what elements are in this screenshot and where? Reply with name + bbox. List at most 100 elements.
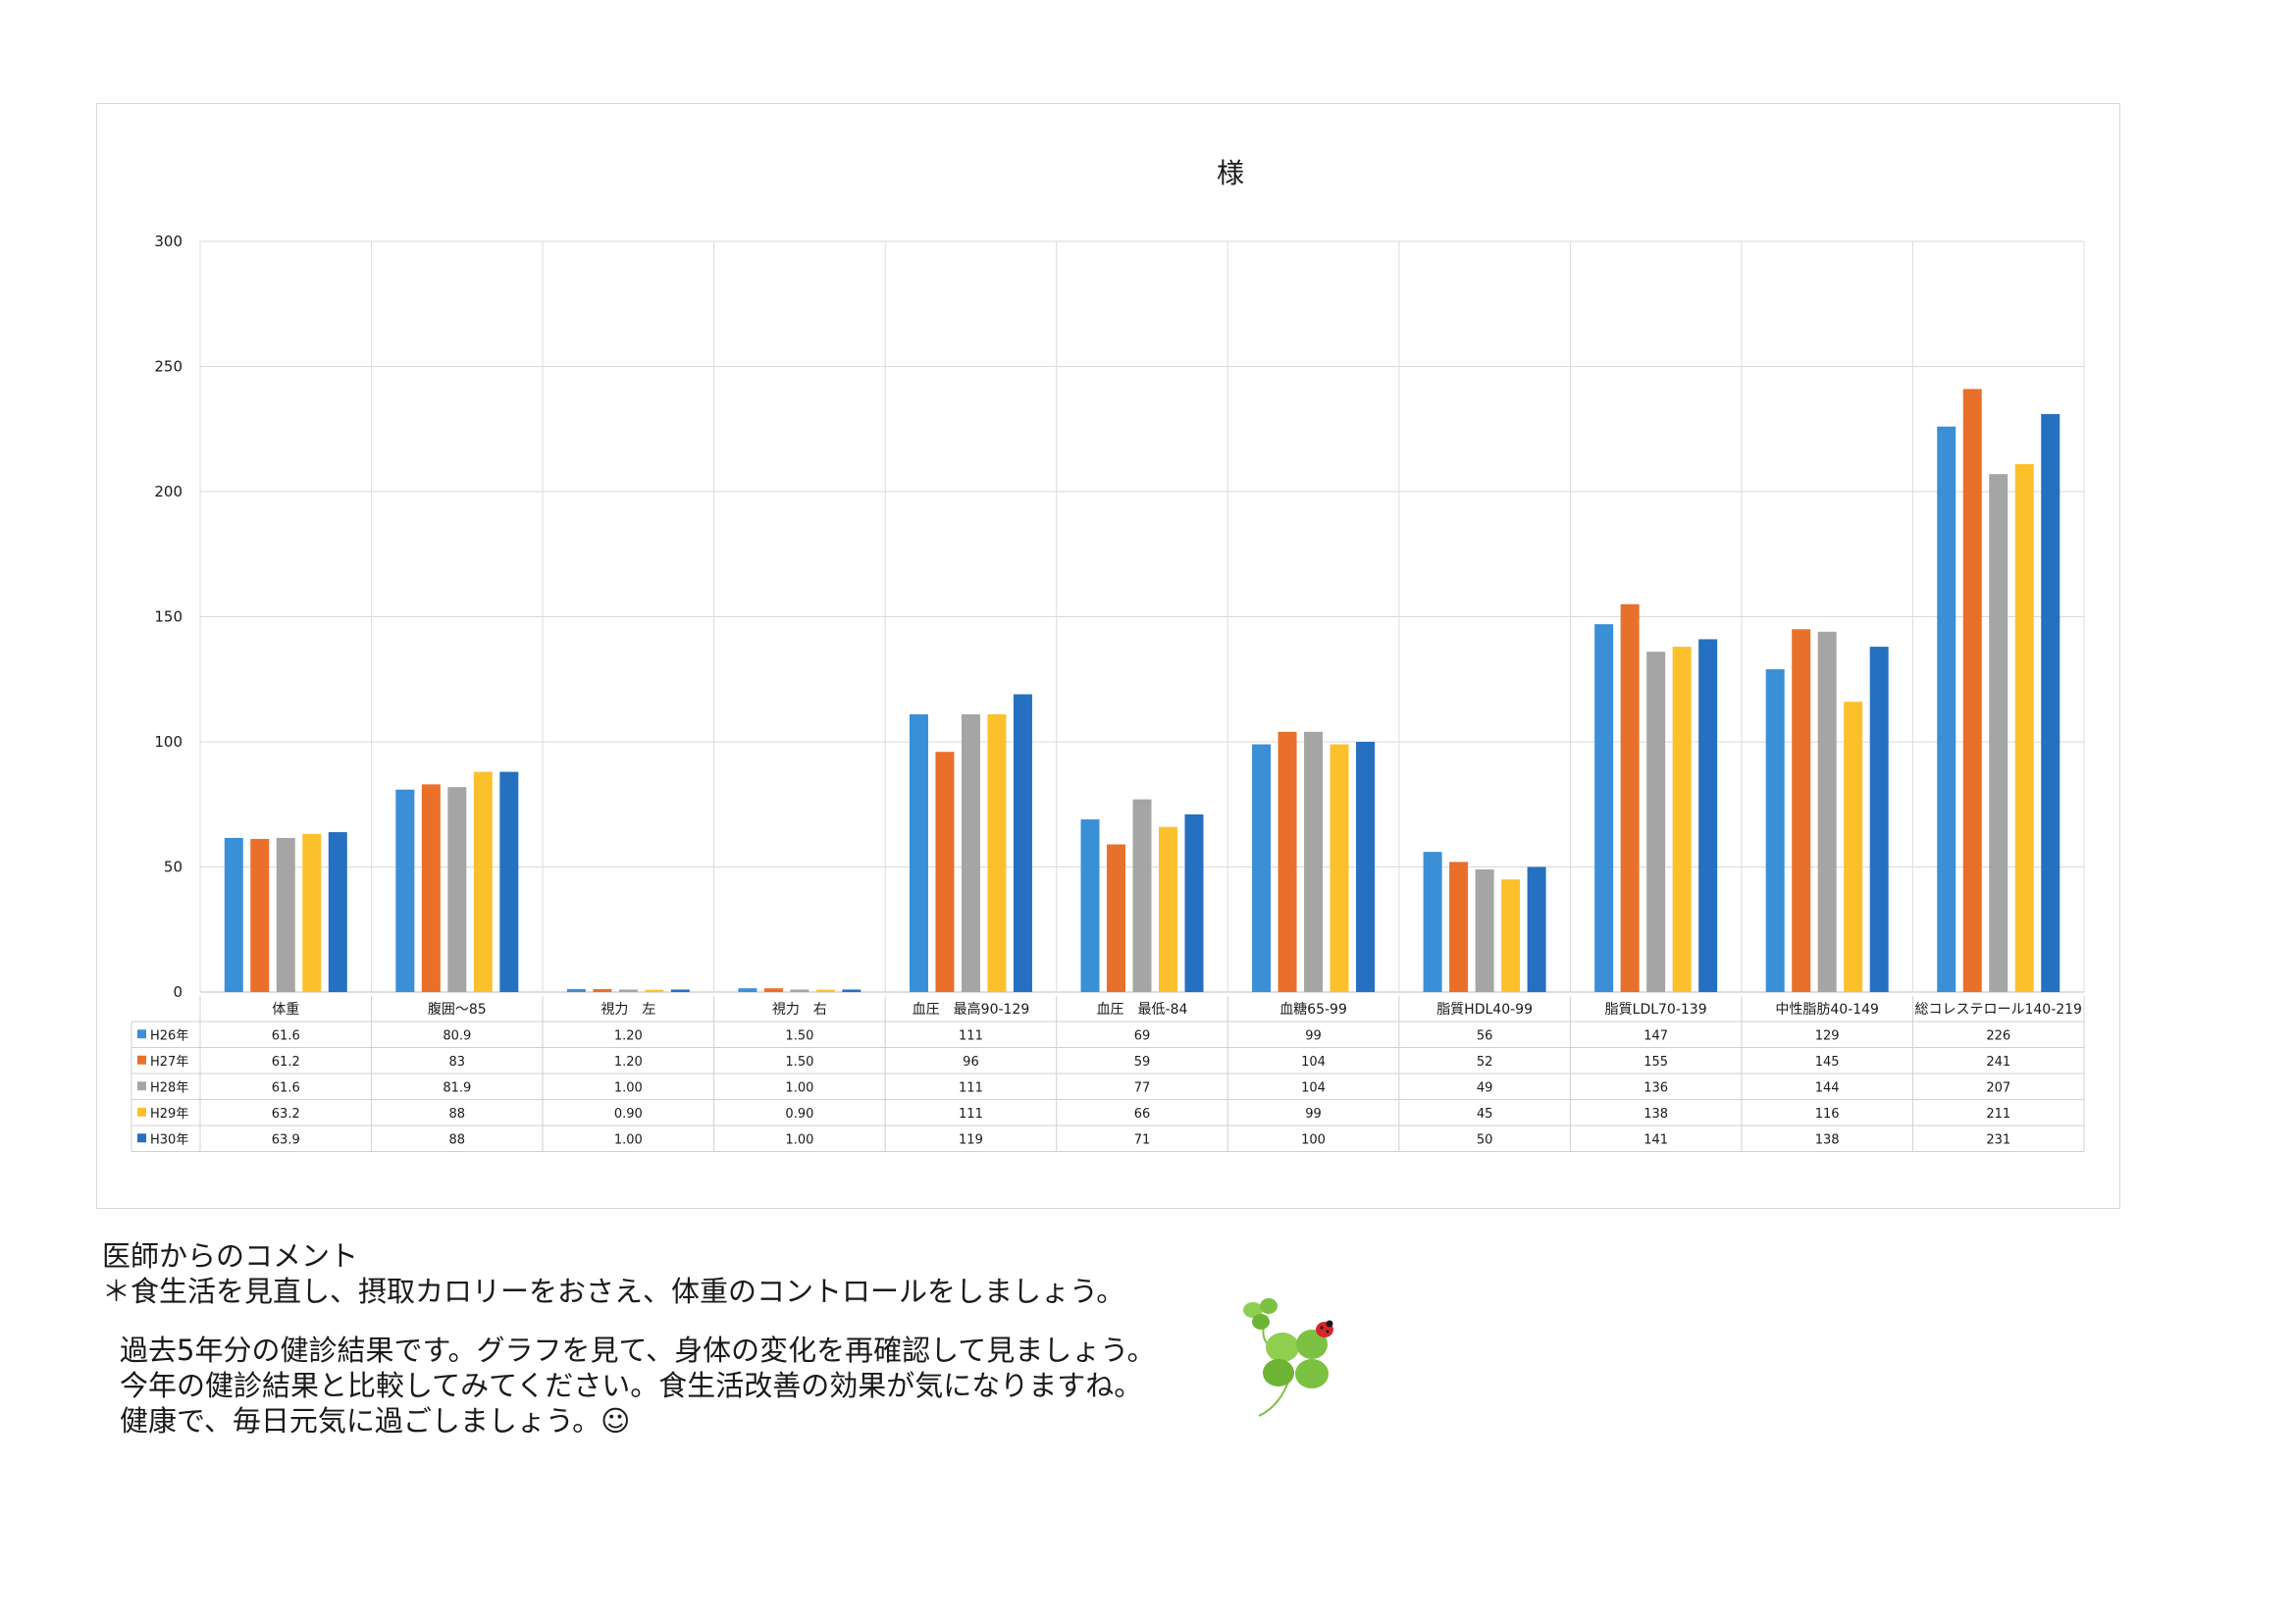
chart-frame: 様 0 50 100 150 200 250 300 体重 腹囲～85 視力 左 視力 右 血圧 最高9… — [96, 103, 2120, 1209]
data-label: 56 — [1477, 1028, 1493, 1043]
data-label: 100 — [1301, 1132, 1326, 1147]
legend-label: H29年 — [150, 1107, 188, 1122]
data-label: 144 — [1815, 1080, 1840, 1095]
bar — [1646, 652, 1666, 992]
category-label: 総コレステロール140-219 — [1914, 1002, 2082, 1018]
bar — [1672, 647, 1692, 992]
data-label: 119 — [959, 1132, 983, 1147]
bar — [1356, 742, 1376, 992]
data-label: 138 — [1815, 1132, 1840, 1147]
bar — [645, 989, 664, 992]
bar — [1501, 879, 1521, 992]
y-tick-label: 0 — [173, 983, 183, 1001]
bar — [1620, 603, 1640, 992]
bar — [1252, 744, 1272, 992]
y-tick-label: 100 — [154, 733, 183, 751]
legend-label: H26年 — [150, 1028, 188, 1043]
data-label: 50 — [1477, 1132, 1493, 1147]
data-label: 129 — [1815, 1028, 1840, 1043]
legend-label: H27年 — [150, 1055, 188, 1070]
data-label: 231 — [1986, 1132, 2010, 1147]
data-label: 88 — [449, 1132, 466, 1147]
data-label: 241 — [1986, 1055, 2010, 1070]
data-label: 136 — [1644, 1080, 1668, 1095]
data-label: 104 — [1301, 1055, 1326, 1070]
bar — [1962, 389, 1982, 992]
comments-message-line: 今年の健診結果と比較してみてください。食生活改善の効果が気になりますね。 — [120, 1369, 1143, 1402]
comments-heading: 医師からのコメント — [102, 1239, 359, 1273]
data-label: 45 — [1477, 1107, 1493, 1122]
bar — [1132, 799, 1152, 992]
data-label: 0.90 — [614, 1107, 643, 1122]
bar — [1278, 731, 1297, 992]
data-label: 104 — [1301, 1080, 1326, 1095]
bar — [1449, 862, 1469, 992]
data-label: 111 — [959, 1028, 983, 1043]
bar-chart: 様 0 50 100 150 200 250 300 体重 腹囲～85 視力 左 視力 右 血圧 最高9… — [130, 157, 2085, 1152]
bar — [1594, 624, 1614, 992]
category-label: 脂質LDL70-139 — [1605, 1002, 1707, 1018]
category-label: 視力 右 — [772, 1002, 827, 1018]
data-label: 1.20 — [614, 1028, 643, 1043]
category-label: 中性脂肪40-149 — [1775, 1002, 1879, 1018]
bar — [738, 988, 757, 992]
data-label: 111 — [959, 1107, 983, 1122]
bar — [618, 989, 638, 992]
bar — [1844, 702, 1863, 992]
bar — [566, 988, 586, 992]
bar — [473, 771, 493, 992]
data-label: 1.00 — [785, 1080, 813, 1095]
data-label: 61.6 — [272, 1028, 300, 1043]
bar — [1527, 866, 1546, 992]
bar — [1792, 629, 1811, 992]
legend-label: H28年 — [150, 1080, 188, 1095]
bar — [815, 989, 835, 992]
bar — [593, 988, 612, 992]
y-tick-label: 200 — [154, 483, 183, 500]
bar — [763, 988, 783, 992]
data-label: 66 — [1134, 1107, 1151, 1122]
y-tick-label: 300 — [154, 233, 183, 250]
bar — [395, 789, 415, 992]
bar — [1937, 426, 1957, 992]
bar — [842, 989, 861, 992]
legend-key — [137, 1081, 146, 1091]
category-label: 血圧 最高90-129 — [913, 1001, 1030, 1018]
bar — [1159, 826, 1177, 992]
data-label: 141 — [1644, 1132, 1668, 1147]
y-tick-label: 250 — [154, 358, 183, 376]
data-label: 88 — [449, 1107, 466, 1122]
category-label: 体重 — [272, 1002, 299, 1018]
data-label: 207 — [1986, 1080, 2010, 1095]
data-label: 61.2 — [272, 1055, 300, 1070]
data-label: 96 — [963, 1055, 979, 1070]
bar — [1184, 813, 1204, 992]
bar — [421, 784, 441, 992]
y-tick-label: 150 — [154, 608, 183, 626]
bar — [935, 752, 955, 992]
category-label: 血糖65-99 — [1279, 1002, 1347, 1018]
bar — [2041, 413, 2061, 992]
data-label: 226 — [1986, 1028, 2010, 1043]
bar — [328, 832, 347, 992]
bar — [1013, 694, 1032, 992]
data-label: 1.20 — [614, 1055, 643, 1070]
comments-advice: ＊食生活を見直し、摂取カロリーをおさえ、体重のコントロールをしましょう。 — [102, 1275, 1125, 1308]
bar — [1817, 631, 1837, 992]
bar — [1423, 852, 1442, 992]
data-label: 63.2 — [272, 1107, 300, 1122]
data-label: 0.90 — [785, 1107, 813, 1122]
bar — [1304, 731, 1324, 992]
data-label: 111 — [959, 1080, 983, 1095]
bar — [1989, 474, 2009, 992]
data-label: 59 — [1134, 1055, 1151, 1070]
bar — [1107, 844, 1125, 992]
clover-ladybug-icon — [1243, 1298, 1333, 1417]
category-label: 血圧 最低-84 — [1097, 1002, 1188, 1018]
data-label: 69 — [1134, 1028, 1151, 1043]
bar — [276, 837, 295, 992]
data-label: 63.9 — [272, 1132, 300, 1147]
bar — [499, 771, 519, 992]
data-label: 99 — [1305, 1107, 1322, 1122]
bar — [1869, 647, 1889, 992]
